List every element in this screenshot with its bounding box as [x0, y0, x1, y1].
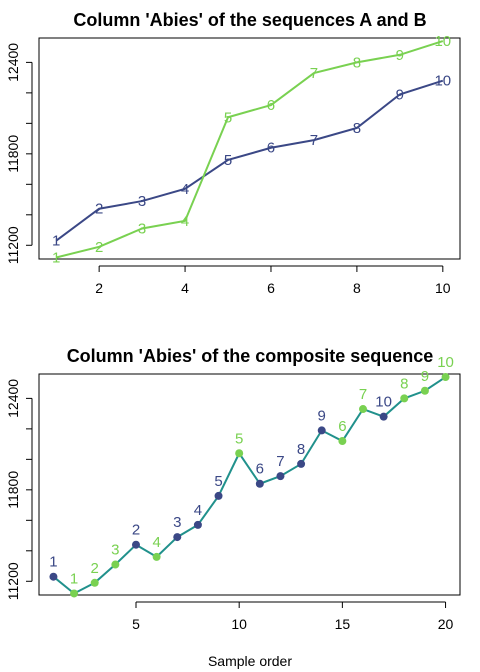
composite-point-b [441, 373, 450, 382]
composite-point-label-b: 8 [400, 375, 408, 392]
x-tick-label-top: 2 [95, 280, 103, 296]
composite-point-a [276, 472, 285, 481]
y-tick-label-bottom: 11200 [5, 562, 21, 600]
composite-point-label-b: 10 [437, 354, 454, 371]
x-tick-label-top: 4 [181, 280, 189, 296]
point-label-b: 9 [396, 47, 404, 64]
chart-title-bottom: Column 'Abies' of the composite sequence [67, 346, 434, 366]
composite-point-label-b: 5 [235, 430, 243, 447]
point-label-a: 9 [396, 86, 404, 103]
point-label-a: 2 [95, 201, 103, 218]
composite-point-label-b: 1 [70, 570, 78, 587]
point-label-a: 1 [52, 233, 60, 250]
composite-point-a [131, 540, 140, 549]
composite-point-label-a: 2 [132, 522, 140, 539]
x-tick-label-bottom: 5 [132, 616, 140, 632]
composite-point-label-b: 9 [421, 368, 429, 385]
point-label-b: 2 [95, 239, 103, 256]
x-tick-label-top: 10 [435, 280, 451, 296]
x-axis-label: Sample order [208, 653, 292, 669]
y-tick-label-top: 11200 [5, 226, 21, 264]
x-tick-label-bottom: 20 [438, 616, 454, 632]
composite-point-b [90, 578, 99, 587]
composite-point-label-b: 3 [111, 542, 119, 559]
plot-frame-top [38, 37, 461, 260]
axes-top: 2 4 6 8 10 11200 11800 12400 [5, 43, 451, 296]
x-tick-label-bottom: 10 [231, 616, 247, 632]
composite-point-label-a: 9 [318, 407, 326, 424]
composite-point-label-b: 7 [359, 386, 367, 403]
composite-point-label-b: 6 [338, 418, 346, 435]
y-tick-label-bottom: 12400 [5, 379, 21, 418]
composite-point-label-a: 5 [214, 473, 222, 490]
series-line-b [55, 40, 444, 259]
composite-point-a [173, 533, 182, 542]
composite-point-b [400, 394, 409, 403]
composite-point-a [317, 426, 326, 435]
point-label-b: 8 [353, 54, 361, 71]
point-label-a: 4 [181, 181, 189, 198]
point-label-a: 10 [434, 73, 451, 90]
point-label-b: 7 [310, 65, 318, 82]
point-label-b: 1 [52, 249, 60, 266]
point-label-a: 5 [224, 152, 232, 169]
composite-point-a [193, 520, 202, 529]
composite-point-label-a: 7 [276, 453, 284, 470]
x-tick-label-top: 6 [267, 280, 275, 296]
y-tick-label-bottom: 11800 [5, 471, 21, 509]
point-label-b: 3 [138, 221, 146, 238]
point-label-b: 5 [224, 109, 232, 126]
x-tick-label-bottom: 15 [335, 616, 351, 632]
chart-title-top: Column 'Abies' of the sequences A and B [73, 10, 426, 30]
composite-point-label-a: 10 [375, 394, 392, 411]
composite-point-b [420, 386, 429, 395]
y-tick-label-top: 11800 [5, 135, 21, 173]
point-label-b: 10 [434, 33, 451, 50]
composite-point-b [338, 437, 347, 446]
composite-point-label-a: 4 [194, 502, 202, 519]
x-tick-label-top: 8 [353, 280, 361, 296]
plot-frame-bottom [38, 373, 461, 596]
composite-point-b [235, 449, 244, 458]
composite-point-b [152, 552, 161, 561]
series-line-a [55, 79, 444, 242]
composite-point-b [359, 405, 368, 414]
panel-sequences-a-b: Column 'Abies' of the sequences A and B … [5, 10, 461, 296]
point-label-a: 8 [353, 120, 361, 137]
composite-point-label-b: 4 [152, 534, 160, 551]
composite-point-a [297, 459, 306, 468]
point-label-a: 3 [138, 193, 146, 210]
composite-point-b [111, 560, 120, 569]
y-tick-label-top: 12400 [5, 43, 21, 82]
composite-point-a [214, 491, 223, 500]
composite-point-label-a: 8 [297, 441, 305, 458]
composite-point-label-a: 3 [173, 514, 181, 531]
composite-point-label-b: 2 [91, 560, 99, 577]
composite-point-a [49, 572, 58, 581]
composite-point-label-a: 1 [49, 554, 57, 571]
panel-composite: Column 'Abies' of the composite sequence… [5, 346, 461, 669]
composite-point-b [70, 589, 79, 598]
composite-point-a [255, 479, 264, 488]
series-group-top: 1 2 3 4 5 6 7 8 9 10 1 2 3 4 5 6 7 8 9 10 [52, 33, 451, 266]
point-label-b: 6 [267, 97, 275, 114]
point-label-b: 4 [181, 213, 189, 230]
composite-point-label-a: 6 [256, 461, 264, 478]
point-label-a: 6 [267, 140, 275, 157]
composite-point-a [379, 412, 388, 421]
point-label-a: 7 [310, 132, 318, 149]
